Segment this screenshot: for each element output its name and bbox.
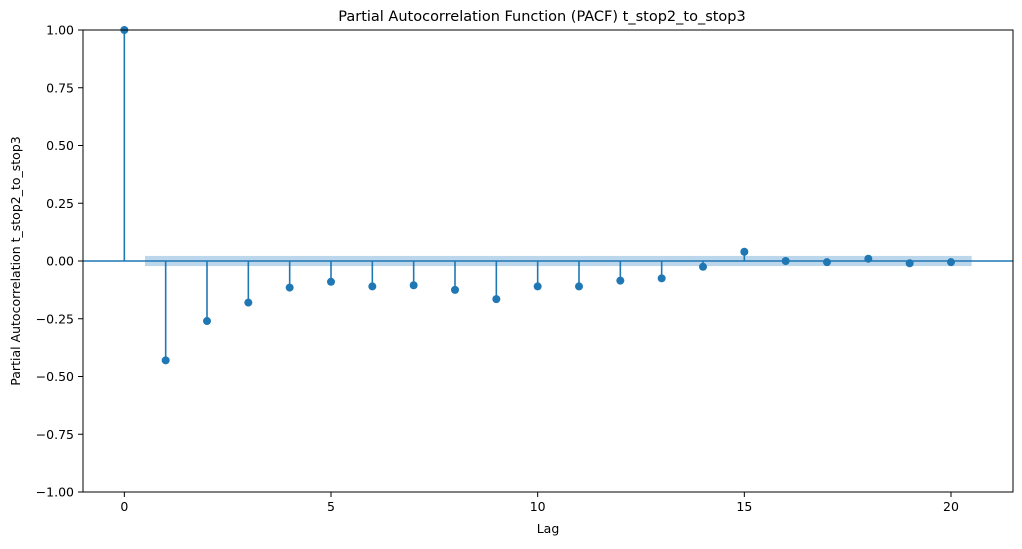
data-point-lag-3 xyxy=(244,298,253,307)
data-point-lag-5 xyxy=(327,277,335,286)
data-point-lag-14 xyxy=(699,262,707,271)
data-point-lag-2 xyxy=(203,317,211,326)
y-tick-label: −1.00 xyxy=(36,485,74,500)
y-tick-label: −0.25 xyxy=(36,311,74,326)
x-axis: 0 5 10 15 20 xyxy=(120,492,959,514)
y-tick-label: 1.00 xyxy=(46,23,74,38)
y-tick-label: 0.25 xyxy=(46,196,74,211)
data-point-lag-10 xyxy=(533,282,542,291)
data-point-lag-19 xyxy=(905,259,914,268)
data-point-lag-1 xyxy=(161,356,170,365)
data-point-lag-18 xyxy=(864,254,873,263)
plot-area xyxy=(83,26,1013,365)
y-tick-label: −0.75 xyxy=(36,427,74,442)
x-tick-label: 10 xyxy=(530,499,546,514)
chart-title: Partial Autocorrelation Function (PACF) … xyxy=(338,9,745,25)
data-point-lag-11 xyxy=(575,282,583,291)
data-point-lag-16 xyxy=(781,257,790,265)
data-point-lag-4 xyxy=(285,283,294,292)
data-point-lag-20 xyxy=(947,258,955,267)
x-tick-label: 20 xyxy=(943,499,959,514)
x-tick-label: 5 xyxy=(327,499,335,514)
x-tick-label: 0 xyxy=(120,499,128,514)
data-point-lag-17 xyxy=(823,258,831,267)
y-axis: 1.00 0.75 0.50 0.25 0.00 −0.25 −0.50 −0.75 −1.00 xyxy=(36,23,83,500)
y-tick-label: 0.00 xyxy=(46,254,74,269)
data-point-lag-7 xyxy=(409,281,418,290)
data-point-lag-15 xyxy=(740,247,749,256)
data-point-lag-12 xyxy=(616,276,625,285)
y-tick-label: 0.50 xyxy=(46,138,74,153)
data-point-lag-13 xyxy=(657,274,666,283)
y-tick-label: 0.75 xyxy=(46,80,74,95)
data-point-lag-9 xyxy=(492,295,501,304)
y-axis-title: Partial Autocorrelation t_stop2_to_stop3 xyxy=(8,136,23,385)
x-tick-label: 15 xyxy=(736,499,752,514)
data-point-lag-8 xyxy=(451,285,459,294)
data-point-lag-6 xyxy=(368,282,377,291)
y-tick-label: −0.50 xyxy=(36,369,74,384)
x-axis-title: Lag xyxy=(537,521,560,536)
